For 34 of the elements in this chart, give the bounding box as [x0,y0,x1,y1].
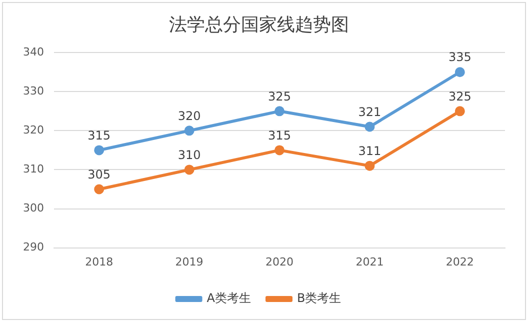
y-tick-label: 320 [22,124,44,137]
data-label: 311 [358,144,382,158]
point [274,145,284,156]
data-label: 305 [88,167,111,182]
point [454,106,465,116]
y-tick-label: 330 [22,84,44,98]
y-tick-label: 310 [22,162,44,176]
chart-title: 法学总分国家线趋势图 [169,14,349,36]
point [274,106,284,116]
legend-label: B类考生 [296,291,342,306]
y-tick-label: 340 [22,45,44,58]
data-label: 325 [268,89,291,104]
point [454,67,465,78]
y-tick-label: 300 [22,202,44,215]
point [184,164,194,175]
x-tick-label: 2020 [266,255,294,268]
legend-label: A类考生 [206,291,251,306]
data-label: 315 [88,128,111,142]
data-label: 310 [178,148,201,162]
x-tick-label: 2022 [446,255,474,268]
data-label: 320 [178,108,201,123]
point [94,145,104,156]
x-tick-label: 2019 [175,255,204,268]
point [364,160,375,171]
data-label: 315 [268,128,291,142]
data-label: 321 [358,104,382,119]
x-tick-label: 2018 [85,255,114,268]
x-tick-label: 2021 [356,255,384,268]
data-label: 335 [448,50,472,64]
point [364,122,375,132]
point [184,126,194,136]
data-label: 325 [448,89,472,104]
y-tick-label: 290 [22,240,44,254]
point [94,184,104,194]
